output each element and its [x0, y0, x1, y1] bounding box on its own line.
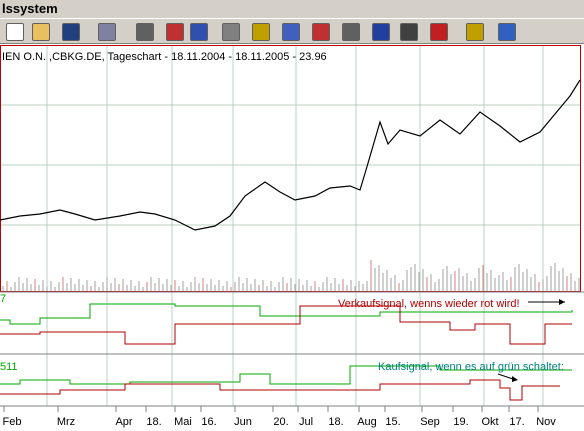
chart-header: IEN O.N. ,CBKG.DE, Tageschart - 18.11.20…: [2, 51, 327, 63]
chart-background: [0, 44, 584, 431]
toolbar-button[interactable]: [32, 23, 50, 41]
x-tick-label: Sep: [420, 416, 440, 428]
toolbar-button[interactable]: [98, 23, 116, 41]
toolbar-button[interactable]: [400, 23, 418, 41]
annotation: Kaufsignal, wenn es auf grün schaltet:: [378, 361, 564, 373]
window-title: lssystem: [0, 0, 584, 18]
x-tick-label: Jul: [299, 416, 313, 428]
x-tick-label: 19.: [453, 416, 468, 428]
toolbar-button[interactable]: [282, 23, 300, 41]
chart: IEN O.N. ,CBKG.DE, Tageschart - 18.11.20…: [0, 44, 584, 431]
indicator-label: 511: [0, 361, 18, 373]
x-tick-label: Mai: [174, 416, 192, 428]
x-tick-label: Apr: [115, 416, 132, 428]
toolbar-button[interactable]: [222, 23, 240, 41]
indicator-label: 7: [0, 293, 6, 305]
toolbar-button[interactable]: [342, 23, 360, 41]
volume: [2, 260, 580, 291]
indicator-1-red: [0, 305, 572, 345]
x-tick-label: Jun: [234, 416, 252, 428]
toolbar-button[interactable]: [252, 23, 270, 41]
toolbar-button[interactable]: [136, 23, 154, 41]
toolbar-button[interactable]: [430, 23, 448, 41]
x-tick-label: Okt: [481, 416, 498, 428]
x-tick-label: 20.: [273, 416, 288, 428]
toolbar-button[interactable]: [190, 23, 208, 41]
toolbar-button[interactable]: [166, 23, 184, 41]
x-tick-label: 17.: [509, 416, 524, 428]
x-tick-label: Aug: [357, 416, 377, 428]
toolbar-button[interactable]: [498, 23, 516, 41]
x-tick-label: 18.: [146, 416, 161, 428]
x-axis: Feb Mrz Apr 18. Mai 16. Jun 20. Jul 18. Aug 15. Sep 1…: [3, 406, 556, 428]
indicator-2-green: [0, 365, 572, 385]
indicator-2-red: [0, 379, 560, 401]
x-tick-label: Nov: [536, 416, 556, 428]
indicator-1-green: [0, 303, 573, 325]
toolbar-button[interactable]: [62, 23, 80, 41]
x-tick-label: Mrz: [57, 416, 75, 428]
toolbar-button[interactable]: [312, 23, 330, 41]
x-tick-label: 18.: [328, 416, 343, 428]
toolbar: [0, 18, 584, 44]
arrow-head: [512, 376, 518, 382]
toolbar-button[interactable]: [372, 23, 390, 41]
grid: [0, 46, 580, 406]
price-line: [0, 79, 581, 231]
x-tick-label: 15.: [385, 416, 400, 428]
annotation: Verkaufsignal, wenns wieder rot wird!: [338, 298, 520, 310]
x-tick-label: 16.: [201, 416, 216, 428]
toolbar-button[interactable]: [466, 23, 484, 41]
arrow-head: [559, 299, 565, 305]
toolbar-button[interactable]: [6, 23, 24, 41]
x-tick-label: Feb: [3, 416, 22, 428]
